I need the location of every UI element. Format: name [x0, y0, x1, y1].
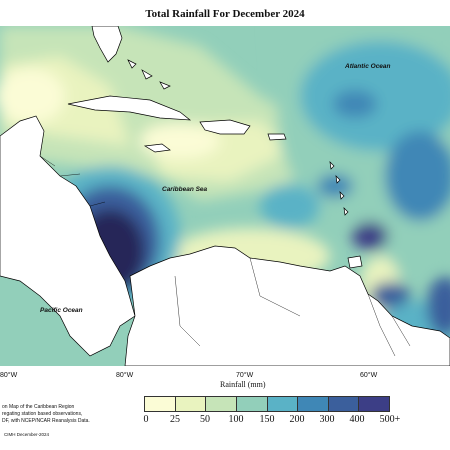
copyright-note: CIMH December-2024 [4, 432, 50, 437]
colorbar-label: 100 [228, 414, 244, 425]
colorbar-label: 150 [259, 414, 275, 425]
colorbar-swatch [145, 397, 176, 411]
bahamas-2 [141, 69, 153, 80]
footnote-line-1: on Map of the Caribbean Region [2, 404, 75, 410]
colorbar-swatch [206, 397, 237, 411]
pacific-ocean-label: Pacific Ocean [40, 307, 83, 314]
colorbar-swatch [359, 397, 389, 411]
lon-tick-60w: 60°W [360, 372, 378, 379]
atlantic-ocean-label: Atlantic Ocean [345, 63, 391, 70]
colorbar-label: 500+ [379, 414, 401, 425]
cuba [67, 95, 192, 121]
yucatan-central-america [0, 115, 136, 357]
colorbar-swatch [267, 397, 299, 411]
hispaniola [199, 119, 251, 135]
rainfall-map [0, 26, 450, 366]
footnote-line-3: DF, with NCEP/NCAR Reanalysis Data. [2, 418, 90, 424]
country-borders [39, 155, 411, 357]
map-title: Total Rainfall For December 2024 [145, 8, 305, 20]
colorbar [144, 396, 390, 412]
colorbar-label: 25 [170, 414, 180, 425]
colorbar-label: 300 [319, 414, 335, 425]
land [0, 26, 450, 366]
colorbar-swatch [175, 397, 207, 411]
lon-tick-70w: 70°W [236, 372, 254, 379]
lesser-antilles-2 [335, 175, 341, 184]
colorbar-swatch [298, 397, 329, 411]
lesser-antilles-3 [339, 191, 345, 200]
footnote-line-2: regating station based observations, [2, 411, 83, 417]
colorbar-label: 200 [289, 414, 305, 425]
lesser-antilles-1 [329, 161, 335, 170]
trinidad [347, 255, 363, 269]
caribbean-sea-label: Caribbean Sea [162, 186, 208, 193]
colorbar-title: Rainfall (mm) [220, 380, 266, 389]
lon-tick-80w: 80°W [116, 372, 134, 379]
colorbar-swatch [236, 397, 268, 411]
florida [91, 26, 123, 63]
colorbar-swatch [328, 397, 360, 411]
bahamas-3 [159, 81, 171, 90]
jamaica [143, 143, 171, 153]
rainfall-field [0, 26, 450, 366]
colorbar-label: 50 [200, 414, 210, 425]
colorbar-label: 400 [349, 414, 365, 425]
lon-tick-left: 80°W [0, 372, 18, 379]
puerto-rico [267, 133, 287, 141]
colorbar-label: 0 [143, 414, 149, 425]
bahamas-1 [127, 59, 137, 69]
south-america [124, 245, 450, 366]
lesser-antilles-4 [343, 207, 349, 216]
